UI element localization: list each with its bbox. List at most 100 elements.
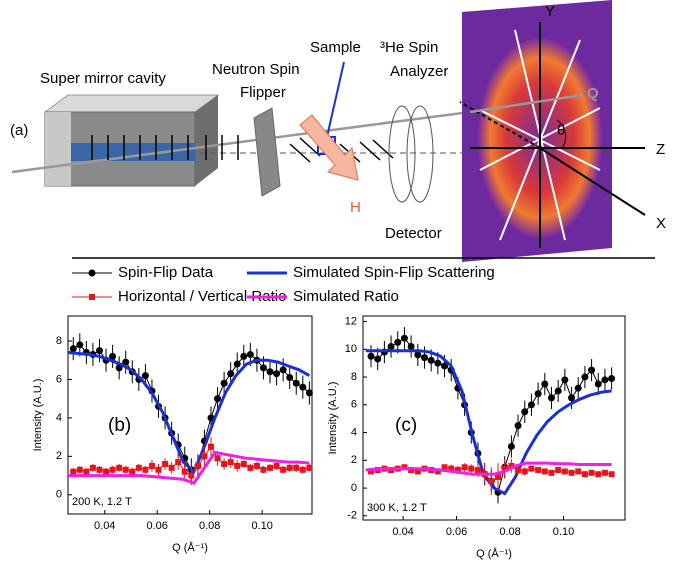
data-point [394,338,402,346]
data-point [574,384,582,392]
y-tick-label: 10 [345,343,357,355]
cavity-face [45,112,71,186]
data-point [521,408,529,416]
data-point [594,380,602,388]
data-point [240,461,247,468]
data-point [286,374,294,382]
label: ³He Spin [380,39,438,56]
data-point [561,468,568,475]
q-vector [469,93,584,114]
panel-label: (a) [10,122,28,139]
y-tick-label: 2 [351,454,357,466]
data-point [581,373,589,381]
y-tick-label: 8 [351,371,357,383]
x-tick-label: 0.04 [94,520,115,532]
data-point [527,401,535,409]
data-point [83,468,90,475]
data-point [561,376,569,384]
data-point [434,359,442,367]
data-point [214,395,222,403]
data-point [280,466,287,473]
data-point [260,466,267,473]
y-tick-label: 0 [56,489,62,501]
label: θ [557,122,565,139]
label: Neutron Spin [212,61,300,78]
data-point [568,394,576,402]
sample-pointer [326,61,345,138]
data-point [601,469,608,476]
data-point [548,469,555,476]
data-point [220,379,228,387]
x-tick-label: 0.08 [199,520,220,532]
data-point [246,350,254,358]
data-point [535,467,542,474]
data-point [175,459,182,466]
x-tick-label: 0.06 [146,520,167,532]
data-point [407,343,415,351]
data-point [507,442,515,450]
cavity-top [43,94,220,113]
label: H [350,199,361,216]
label: X [656,215,666,232]
data-point [420,354,428,362]
data-point [194,462,201,469]
data-point [414,468,421,475]
data-point [367,352,375,360]
diagram: (a) Super mirror cavity Neutron Spin Fli… [10,0,666,262]
data-point [227,370,235,378]
legend-marker [89,294,95,300]
data-point [501,465,508,472]
data-point [515,467,522,474]
legend-label: Simulated Ratio [293,288,399,305]
annotation: 300 K, 1.2 T [367,502,427,514]
plot-frame [362,315,626,521]
data-point [266,368,274,376]
data-point [554,387,562,395]
data-point [247,464,254,471]
data-point [96,466,103,473]
analyzer-cell [388,105,416,203]
data-point [474,467,481,474]
legend-label: Horizontal / Vertical Ratio [118,288,286,305]
data-point [299,383,307,391]
data-point [568,469,575,476]
cavity-channel [71,143,195,161]
data-point [305,389,313,397]
simulated-line [365,461,612,476]
simulated-line [67,351,311,475]
simulated-line [68,450,310,486]
data-point [207,443,214,450]
data-point [608,374,616,382]
data-point [69,345,77,353]
data-point [368,468,375,475]
x-tick-label: 0.06 [446,526,467,538]
theta-arc [556,119,567,149]
x-tick-label: 0.10 [251,520,272,532]
data-point [508,462,515,469]
axes [459,22,646,248]
y-tick-label: 4 [351,426,357,438]
data-point [279,366,287,374]
data-point [448,465,455,472]
data-point [461,464,468,471]
data-point [608,471,615,478]
data-point [293,464,300,471]
data-point [514,422,522,430]
data-point [495,473,502,480]
plot [365,327,616,504]
data-point [155,466,162,473]
data-point [201,453,208,460]
data-point [142,466,149,473]
data-point [547,394,555,402]
label: Z [656,141,665,158]
spin-arrows [91,135,394,163]
y-tick-label: 12 [345,315,357,327]
flipper [253,107,281,197]
x-tick-label: 0.04 [392,526,413,538]
data-point [534,390,542,398]
data-point [601,376,609,384]
data-point [427,356,435,364]
data-point [434,468,441,475]
data-point [267,464,274,471]
